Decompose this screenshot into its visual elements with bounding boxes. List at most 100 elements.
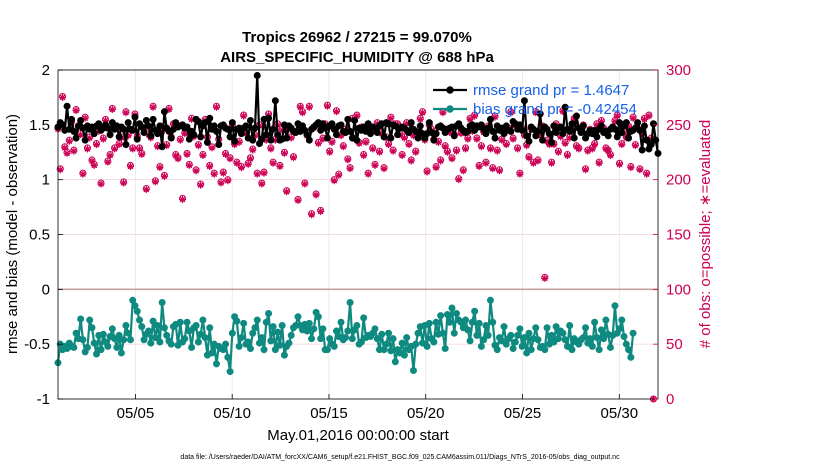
bias-point <box>518 342 526 350</box>
rmse-point <box>190 131 198 139</box>
obs-evaluated-stroke <box>643 171 650 178</box>
obs-evaluated-point <box>591 141 599 149</box>
obs-evaluated-point <box>640 115 648 123</box>
obs-evaluated-stroke <box>206 163 213 170</box>
obs-evaluated-stroke <box>245 161 252 168</box>
obs-evaluated-point <box>541 274 549 282</box>
obs-evaluated-stroke <box>496 168 503 174</box>
obs-evaluated-point <box>595 159 603 167</box>
obs-evaluated-point <box>88 157 96 165</box>
obs-evaluated-stroke <box>89 158 95 164</box>
obs-evaluated-point <box>330 177 338 185</box>
obs-evaluated-stroke <box>412 149 419 156</box>
bias-point <box>520 334 528 342</box>
obs-evaluated-stroke <box>249 147 256 153</box>
obs-evaluated-point <box>525 154 533 162</box>
bias-point <box>188 343 196 351</box>
rmse-point <box>122 141 130 149</box>
bias-point <box>477 342 485 350</box>
bias-point <box>235 342 243 350</box>
rmse-point <box>577 129 585 137</box>
obs-evaluated-stroke <box>66 138 73 145</box>
bias-point <box>625 346 633 354</box>
rmse-point <box>269 125 277 133</box>
rmse-point <box>72 134 80 142</box>
rmse-point <box>68 115 76 123</box>
obs-evaluated-point <box>339 143 347 151</box>
obs-evaluated-point <box>452 147 460 155</box>
obs-evaluated-stroke <box>227 155 233 162</box>
obs-evaluated-stroke <box>408 158 415 164</box>
obs-evaluated-point <box>332 108 340 116</box>
bias-point <box>514 331 522 339</box>
obs-evaluated-stroke <box>93 141 100 148</box>
bias-point <box>192 322 200 330</box>
obs-evaluated-point <box>604 147 612 155</box>
rmse-point <box>407 119 415 127</box>
bias-point <box>527 346 535 354</box>
obs-evaluated-point <box>59 93 67 101</box>
bias-point <box>278 322 286 330</box>
bias-point <box>452 309 460 317</box>
obs-evaluated-stroke <box>618 141 625 148</box>
bias-point <box>156 338 164 346</box>
obs-evaluated-point <box>267 145 275 153</box>
bias-point <box>174 341 182 349</box>
rmse-point <box>649 120 657 128</box>
rmse-point <box>242 122 250 130</box>
obs-evaluated-point <box>616 160 624 168</box>
obs-evaluated-point <box>183 150 191 158</box>
obs-evaluated-stroke <box>150 104 156 111</box>
rmse-point <box>507 127 515 135</box>
bias-point <box>484 331 492 339</box>
rmse-point <box>534 127 542 135</box>
bias-point <box>412 340 420 348</box>
bias-point <box>441 345 449 353</box>
bias-point <box>330 342 338 350</box>
obs-evaluated-stroke <box>193 168 199 174</box>
right-tick-label-5: 250 <box>666 117 691 134</box>
bias-point <box>122 322 130 330</box>
obs-evaluated-point <box>301 180 309 188</box>
bias-point <box>212 360 220 368</box>
rmse-point <box>267 136 275 144</box>
obs-evaluated-point <box>575 145 583 153</box>
obs-evaluated-point <box>405 141 413 149</box>
rmse-point <box>616 119 624 127</box>
rmse-point <box>566 127 574 135</box>
obs-evaluated-point <box>514 145 522 153</box>
obs-evaluated-point <box>194 142 202 150</box>
rmse-point <box>228 119 236 127</box>
bias-point <box>516 325 524 333</box>
rmse-point <box>149 115 157 123</box>
rmse-point <box>613 133 621 141</box>
bias-point <box>194 338 202 346</box>
obs-evaluated-stroke <box>213 104 220 111</box>
obs-evaluated-stroke <box>526 154 532 161</box>
obs-evaluated-point <box>269 159 277 167</box>
obs-evaluated-stroke <box>70 148 77 155</box>
rmse-point <box>95 120 103 128</box>
obs-evaluated-stroke <box>143 186 150 193</box>
obs-evaluated-point <box>613 112 621 120</box>
bias-point <box>244 338 252 346</box>
obs-evaluated-point <box>561 139 569 147</box>
obs-evaluated-point <box>534 157 542 165</box>
obs-evaluated-point <box>462 145 470 153</box>
bias-point <box>398 339 406 347</box>
obs-evaluated-point <box>172 152 180 160</box>
bias-point <box>448 304 456 312</box>
obs-evaluated-stroke <box>385 141 392 148</box>
obs-evaluated-point <box>208 144 216 152</box>
obs-evaluated-point <box>106 152 114 160</box>
obs-evaluated-point <box>120 179 128 187</box>
left-tick-label-3: 0.5 <box>29 227 50 244</box>
bias-point <box>305 319 313 327</box>
obs-evaluated-point <box>77 131 85 139</box>
rmse-point <box>489 127 497 135</box>
right-tick-label-1: 50 <box>666 336 683 353</box>
obs-evaluated-point <box>387 114 395 122</box>
obs-evaluated-point <box>260 169 268 177</box>
obs-evaluated-point <box>554 148 562 156</box>
rmse-point <box>183 123 191 131</box>
